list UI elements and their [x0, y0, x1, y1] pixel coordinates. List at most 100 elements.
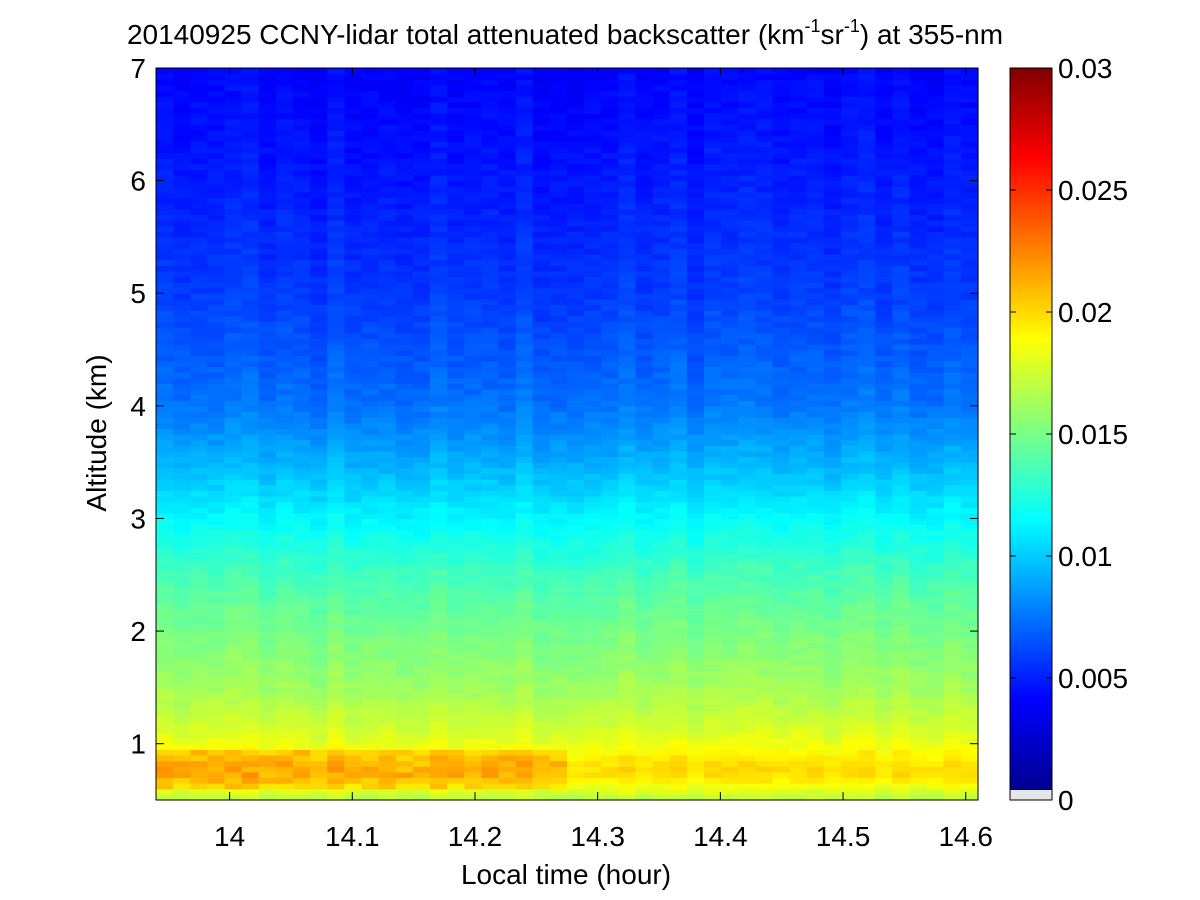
heatmap-cell [772, 135, 791, 142]
heatmap-cell [156, 388, 174, 396]
heatmap-cell [652, 591, 671, 598]
heatmap-cell [669, 321, 688, 328]
heatmap-cell [686, 349, 705, 356]
heatmap-cell [224, 225, 243, 232]
heatmap-cell [447, 366, 465, 373]
heatmap-cell [738, 366, 756, 373]
heatmap-cell [669, 501, 688, 508]
heatmap-cell [618, 552, 637, 559]
heatmap-cell [532, 732, 551, 739]
heatmap-cell [549, 738, 568, 745]
heatmap-cell [327, 614, 345, 621]
heatmap-cell [721, 636, 739, 643]
heatmap-cell [293, 310, 311, 317]
heatmap-cell [498, 146, 517, 154]
heatmap-cell [293, 248, 311, 255]
heatmap-cell [772, 417, 791, 424]
heatmap-cell [669, 220, 688, 227]
heatmap-cell [806, 653, 825, 660]
heatmap-cell [327, 417, 345, 424]
heatmap-cell [618, 546, 637, 553]
heatmap-cell [686, 732, 705, 739]
heatmap-cell [224, 788, 243, 795]
heatmap-cell [635, 203, 654, 210]
heatmap-cell [532, 236, 551, 244]
heatmap-cell [258, 281, 277, 289]
heatmap-cell [772, 349, 791, 356]
heatmap-cell [721, 321, 739, 328]
heatmap-cell [738, 276, 756, 283]
heatmap-cell [173, 794, 191, 801]
heatmap-cell [686, 405, 705, 413]
heatmap-cell [549, 214, 568, 221]
heatmap-cell [498, 625, 517, 632]
heatmap-cell [156, 68, 174, 75]
heatmap-cell [635, 327, 654, 334]
heatmap-cell [173, 422, 191, 429]
heatmap-cell [327, 743, 345, 750]
heatmap-cell [515, 135, 534, 142]
heatmap-cell [686, 236, 705, 244]
heatmap-cell [704, 647, 722, 655]
heatmap-cell [258, 473, 277, 480]
heatmap-cell [395, 540, 414, 548]
heatmap-cell [669, 315, 688, 322]
heatmap-cell [618, 169, 637, 176]
heatmap-cell [567, 788, 585, 795]
heatmap-cell [481, 332, 500, 339]
heatmap-cell [618, 186, 637, 193]
heatmap-cell [344, 180, 363, 187]
heatmap-cell [241, 512, 260, 520]
heatmap-cell [327, 394, 345, 401]
heatmap-cell [532, 287, 551, 294]
heatmap-cell [704, 281, 722, 289]
heatmap-cell [549, 462, 568, 469]
heatmap-cell [738, 377, 756, 384]
heatmap-cell [344, 377, 363, 384]
heatmap-cell [310, 709, 328, 717]
heatmap-cell [224, 552, 243, 559]
heatmap-cell [635, 676, 654, 683]
heatmap-cell [327, 68, 345, 75]
heatmap-cell [515, 473, 534, 480]
heatmap-cell [258, 231, 277, 238]
heatmap-cell [601, 693, 619, 700]
heatmap-cell [395, 450, 414, 458]
heatmap-cell [584, 479, 602, 486]
heatmap-cell [618, 681, 637, 688]
heatmap-cell [395, 676, 414, 683]
heatmap-cell [686, 388, 705, 396]
heatmap-cell [447, 400, 465, 407]
heatmap-cell [310, 96, 328, 103]
heatmap-cell [704, 507, 722, 514]
heatmap-cell [498, 681, 517, 688]
heatmap-cell [618, 512, 637, 520]
heatmap-cell [361, 191, 380, 199]
heatmap-cell [789, 332, 808, 339]
heatmap-cell [464, 400, 482, 407]
heatmap-cell [686, 276, 705, 283]
heatmap-cell [241, 310, 260, 317]
heatmap-cell [430, 608, 448, 615]
heatmap-cell [481, 676, 500, 683]
heatmap-cell [549, 569, 568, 576]
heatmap-cell [378, 676, 397, 683]
heatmap-cell [327, 687, 345, 694]
heatmap-cell [704, 788, 722, 795]
heatmap-cell [275, 343, 294, 351]
heatmap-cell [515, 141, 534, 148]
heatmap-cell [755, 248, 774, 255]
heatmap-cell [532, 298, 551, 306]
heatmap-cell [515, 118, 534, 125]
heatmap-cell [190, 73, 208, 80]
heatmap-cell [293, 670, 311, 677]
heatmap-cell [190, 191, 208, 199]
heatmap-cell [515, 642, 534, 649]
heatmap-cell [498, 315, 517, 322]
heatmap-cell [207, 349, 226, 356]
heatmap-image [156, 68, 979, 801]
heatmap-cell [412, 242, 431, 249]
heatmap-cell [652, 490, 671, 497]
heatmap-cell [258, 372, 277, 379]
heatmap-cell [755, 90, 774, 97]
